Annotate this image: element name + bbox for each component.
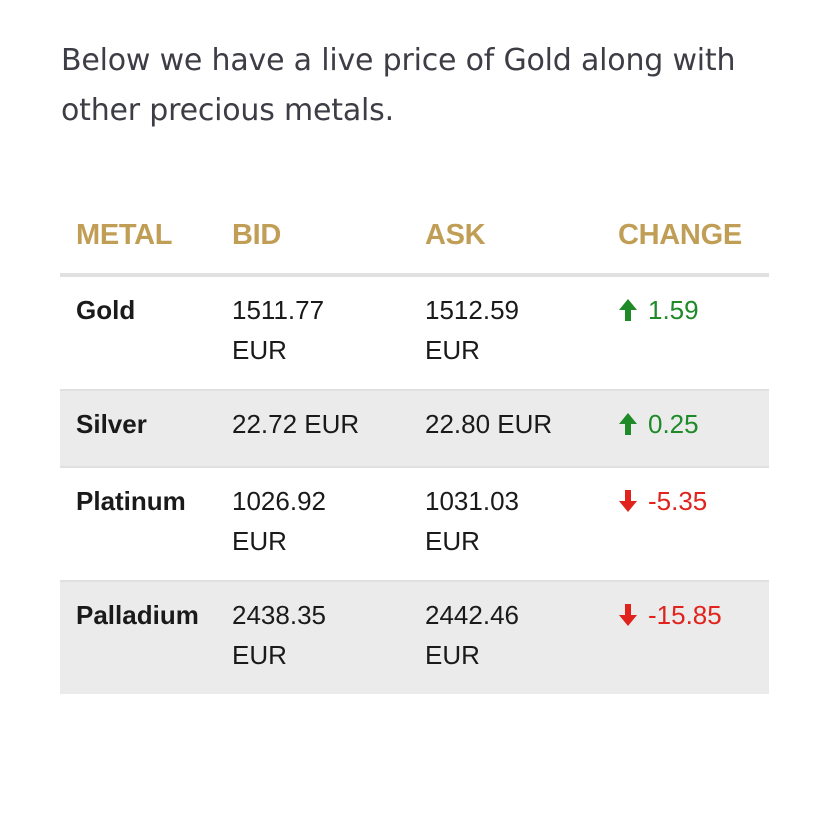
bid-price: 1511.77 EUR [216, 275, 409, 391]
arrow-down-icon [619, 604, 637, 626]
bid-value: 1026.92 EUR [232, 486, 326, 556]
ask-value: 1031.03 EUR [425, 486, 519, 556]
change-indicator: -5.35 [618, 481, 707, 521]
metal-price-table: METAL BID ASK CHANGE Gold 1511.77 EUR 15… [60, 197, 769, 694]
price-change: -15.85 [602, 581, 769, 694]
price-change: 1.59 [602, 275, 769, 391]
intro-text: Below we have a live price of Gold along… [61, 43, 736, 128]
change-value: 1.59 [648, 295, 699, 325]
bid-price: 1026.92 EUR [216, 467, 409, 582]
table-row-gold: Gold 1511.77 EUR 1512.59 EUR 1.59 [60, 275, 769, 391]
arrow-down-icon [619, 490, 637, 512]
column-header-ask: ASK [409, 197, 602, 277]
change-indicator: -15.85 [618, 595, 722, 635]
ask-value: 1512.59 EUR [425, 295, 519, 365]
change-value: -15.85 [648, 600, 722, 630]
column-header-bid: BID [216, 197, 409, 277]
bid-value: 22.72 EUR [232, 409, 360, 439]
bid-value: 1511.77 EUR [232, 295, 325, 365]
bid-price: 2438.35 EUR [216, 581, 409, 694]
arrow-up-icon [619, 413, 637, 435]
metal-name: Platinum [60, 467, 216, 582]
price-change: 0.25 [602, 390, 769, 468]
change-indicator: 0.25 [618, 404, 699, 444]
ask-value: 22.80 EUR [425, 409, 553, 439]
column-header-change: CHANGE [602, 197, 769, 277]
table-row-palladium: Palladium 2438.35 EUR 2442.46 EUR -15.85 [60, 581, 769, 694]
ask-value: 2442.46 EUR [425, 600, 519, 670]
change-value: 0.25 [648, 409, 699, 439]
table-row-platinum: Platinum 1026.92 EUR 1031.03 EUR -5.35 [60, 467, 769, 582]
table-row-silver: Silver 22.72 EUR 22.80 EUR 0.25 [60, 390, 769, 468]
ask-price: 2442.46 EUR [409, 581, 602, 694]
metal-name: Palladium [60, 581, 216, 694]
change-value: -5.35 [648, 486, 708, 516]
ask-price: 1512.59 EUR [409, 275, 602, 391]
column-header-metal: METAL [60, 197, 216, 277]
ask-price: 1031.03 EUR [409, 467, 602, 582]
bid-value: 2438.35 EUR [232, 600, 326, 670]
metal-name: Gold [60, 275, 216, 391]
price-change: -5.35 [602, 467, 769, 582]
bid-price: 22.72 EUR [216, 390, 409, 468]
change-indicator: 1.59 [618, 290, 699, 330]
ask-price: 22.80 EUR [409, 390, 602, 468]
metal-name: Silver [60, 390, 216, 468]
arrow-up-icon [619, 299, 637, 321]
table-header-row: METAL BID ASK CHANGE [60, 197, 769, 277]
